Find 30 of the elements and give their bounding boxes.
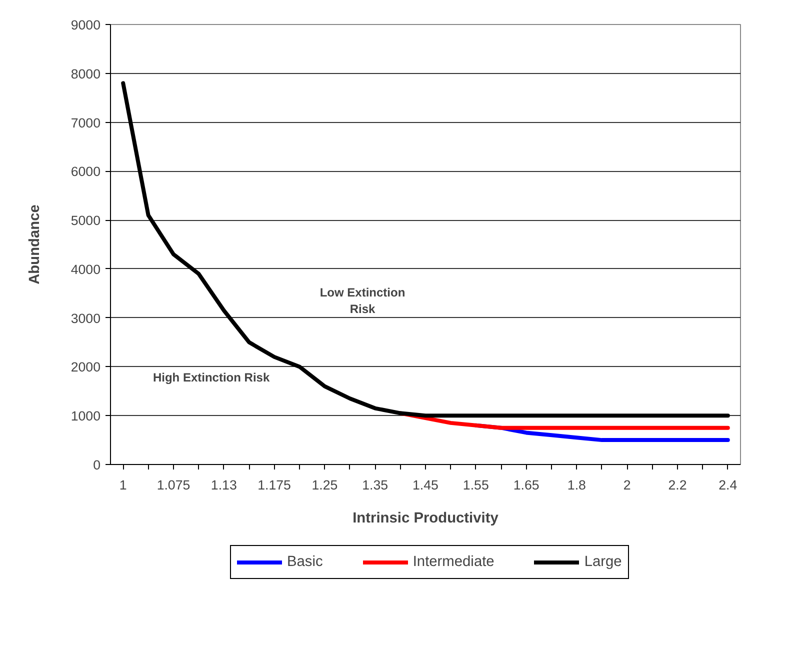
y-tick-label: 2000 <box>70 360 101 375</box>
y-tick-label: 4000 <box>70 262 101 277</box>
y-tick-label: 8000 <box>70 66 101 82</box>
x-tick-label: 2.4 <box>718 478 738 492</box>
legend-label: Large <box>584 554 622 570</box>
x-tick-label: 1.13 <box>210 478 237 492</box>
y-tick-label: 9000 <box>70 18 101 32</box>
x-tick-label: 2.2 <box>668 478 687 492</box>
x-tick-label: 1.8 <box>567 478 586 492</box>
y-tick-label: 0 <box>93 458 101 472</box>
y-tick-label: 5000 <box>70 213 101 228</box>
annotation: Low Extinction Risk <box>320 285 406 316</box>
x-tick-label: 1.45 <box>412 478 438 492</box>
y-tick-label: 1000 <box>70 408 101 424</box>
x-tick-label: 1.55 <box>462 478 489 492</box>
y-tick-label: 7000 <box>70 115 101 130</box>
x-tick-label: 1 <box>119 478 127 492</box>
x-tick-label: 2 <box>623 478 631 492</box>
x-axis-title: Intrinsic Productivity <box>352 510 500 526</box>
y-tick-label: 6000 <box>70 164 101 180</box>
y-axis-title: Abundance <box>26 204 43 284</box>
annotation: High Extinction Risk <box>152 370 270 384</box>
x-tick-label: 1.25 <box>312 478 338 492</box>
legend-label: Basic <box>287 554 323 570</box>
x-tick-label: 1.65 <box>513 478 540 492</box>
legend-label: Intermediate <box>412 554 494 570</box>
x-tick-label: 1.175 <box>258 478 291 492</box>
y-tick-label: 3000 <box>70 310 101 326</box>
x-tick-label: 1.35 <box>362 478 388 492</box>
x-tick-label: 1.075 <box>156 478 190 492</box>
